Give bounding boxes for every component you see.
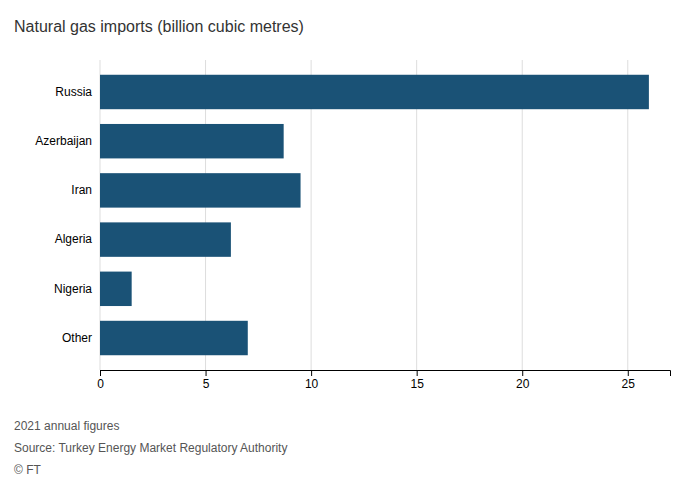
axis-line bbox=[101, 371, 671, 377]
value-axis: 0 5 10 15 20 25 bbox=[97, 370, 670, 391]
tick-label: 5 bbox=[203, 377, 210, 391]
tick: 20 bbox=[516, 370, 530, 391]
category-tick: Algeria bbox=[55, 232, 93, 246]
tick-label: 20 bbox=[516, 377, 530, 391]
category-tick: Azerbaijan bbox=[35, 134, 92, 148]
tick-mark bbox=[100, 370, 101, 376]
plot: 0 5 10 15 20 25 Russia Azerbaijan Iran Algeria Nig… bbox=[35, 60, 670, 391]
tick: 5 bbox=[203, 370, 210, 391]
category-label: Nigeria bbox=[54, 282, 92, 296]
tick-mark bbox=[522, 370, 523, 376]
category-label: Russia bbox=[55, 85, 92, 99]
category-axis: Russia Azerbaijan Iran Algeria Nigeria Other bbox=[35, 85, 92, 345]
tick: 25 bbox=[622, 370, 636, 391]
footnote: © FT bbox=[14, 463, 42, 477]
bars bbox=[100, 75, 649, 355]
tick-mark bbox=[311, 370, 312, 376]
footnotes: 2021 annual figures Source: Turkey Energy… bbox=[14, 419, 287, 477]
category-tick: Nigeria bbox=[54, 282, 92, 296]
tick-mark bbox=[417, 370, 418, 376]
tick: 10 bbox=[305, 370, 319, 391]
tick-label: 0 bbox=[97, 377, 104, 391]
tick-mark bbox=[628, 370, 629, 376]
category-label: Other bbox=[62, 331, 92, 345]
bar bbox=[100, 173, 301, 207]
tick-mark bbox=[206, 370, 207, 376]
category-label: Algeria bbox=[55, 232, 93, 246]
category-tick: Iran bbox=[71, 183, 92, 197]
bar bbox=[100, 321, 248, 355]
category-label: Azerbaijan bbox=[35, 134, 92, 148]
category-tick: Other bbox=[62, 331, 92, 345]
bar bbox=[100, 222, 231, 256]
tick-label: 10 bbox=[305, 377, 319, 391]
bar bbox=[100, 124, 284, 158]
title: Natural gas imports (billion cubic metre… bbox=[14, 18, 304, 35]
footnote: Source: Turkey Energy Market Regulatory … bbox=[14, 441, 287, 455]
category-label: Iran bbox=[71, 183, 92, 197]
bar bbox=[100, 75, 649, 109]
tick-label: 25 bbox=[622, 377, 636, 391]
tick: 15 bbox=[410, 370, 424, 391]
category-tick: Russia bbox=[55, 85, 92, 99]
chart: Natural gas imports (billion cubic metre… bbox=[0, 0, 700, 500]
footnote: 2021 annual figures bbox=[14, 419, 119, 433]
tick: 0 bbox=[97, 370, 104, 391]
tick-label: 15 bbox=[410, 377, 424, 391]
bar bbox=[100, 272, 132, 306]
